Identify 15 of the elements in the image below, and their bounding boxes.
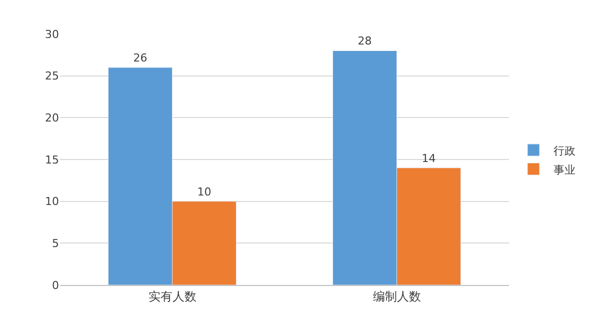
data-label: 26	[133, 51, 148, 64]
y-tick-label: 15	[45, 153, 59, 166]
y-tick-label: 0	[52, 278, 59, 292]
y-tick-label: 5	[52, 237, 59, 250]
y-tick-label: 10	[45, 195, 59, 208]
data-label: 14	[422, 152, 436, 165]
legend-label: 行政	[553, 144, 576, 158]
y-tick-label: 25	[45, 70, 59, 83]
y-tick-label: 20	[45, 112, 59, 125]
legend-label: 事业	[553, 163, 576, 176]
data-label: 10	[197, 185, 212, 198]
y-tick-label: 30	[45, 28, 59, 41]
data-label: 28	[358, 34, 372, 48]
x-tick-label: 实有人数	[148, 289, 196, 304]
x-tick-label: 编制人数	[372, 289, 421, 304]
